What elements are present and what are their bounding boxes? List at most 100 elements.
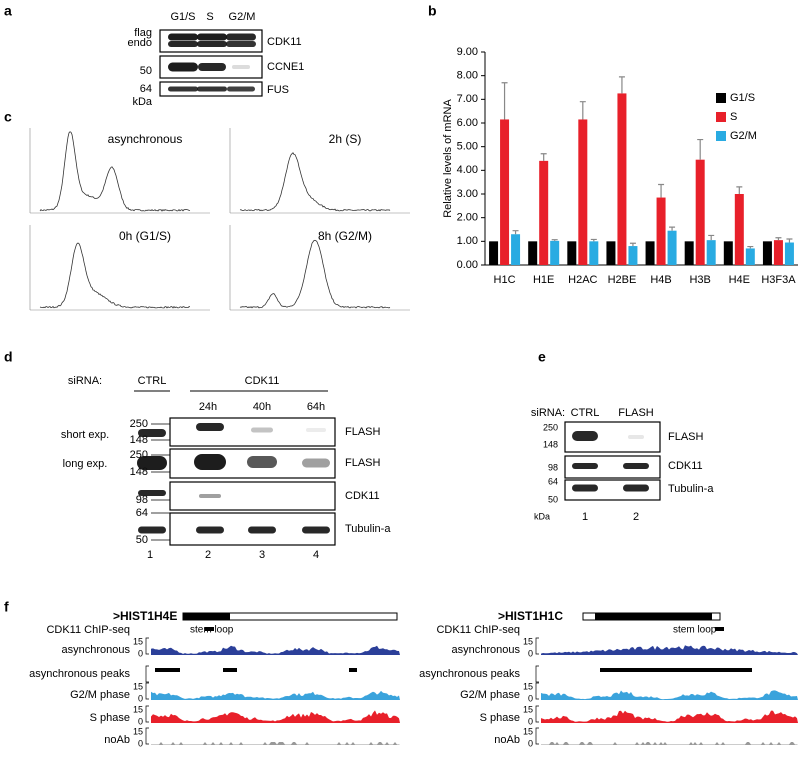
error-bar	[629, 242, 636, 247]
label: FUS	[267, 84, 289, 96]
y-tick-label: 5.00	[457, 141, 478, 153]
label: 50	[140, 65, 152, 77]
bracket	[145, 665, 149, 683]
error-bar	[786, 238, 793, 243]
y-tick-label: 4.00	[457, 164, 478, 176]
label: endo	[128, 37, 152, 49]
coverage	[541, 645, 798, 655]
label: f	[4, 599, 9, 615]
bracket	[145, 637, 149, 655]
label: 0	[528, 716, 533, 726]
label: CDK11	[245, 375, 280, 387]
bar	[528, 241, 538, 265]
error-bar	[669, 226, 676, 231]
label: 15	[523, 704, 533, 714]
error-bar	[590, 238, 597, 242]
y-tick-label: 0.00	[457, 259, 478, 271]
label: 50	[548, 494, 558, 504]
legend-label: G2/M	[730, 130, 757, 142]
bar	[706, 240, 716, 265]
bracket	[145, 682, 149, 700]
label: 15	[133, 704, 143, 714]
label: d	[4, 349, 13, 365]
y-tick-label: 2.00	[457, 212, 478, 224]
label: CDK11 ChIP-seq	[436, 624, 520, 636]
label: CDK11 ChIP-seq	[46, 624, 130, 636]
label: 15	[133, 726, 143, 736]
peak	[600, 668, 752, 672]
label: 15	[523, 681, 533, 691]
band	[168, 62, 198, 72]
coverage	[541, 710, 798, 723]
label: >HIST1H4E	[113, 609, 177, 623]
label: CDK11	[345, 490, 380, 502]
x-tick-label: H4E	[729, 274, 750, 286]
label: G2/M	[229, 11, 256, 23]
band	[137, 456, 167, 470]
label: asynchronous peaks	[29, 668, 130, 680]
band	[306, 428, 326, 432]
label: 15	[523, 636, 533, 646]
label: 1	[582, 511, 588, 523]
label: S	[206, 11, 213, 23]
label: G2/M phase	[460, 689, 520, 701]
band	[232, 65, 250, 69]
bar	[550, 240, 560, 265]
label: S phase	[480, 712, 520, 724]
x-tick-label: H1C	[494, 274, 516, 286]
label: Tubulin-a	[345, 523, 391, 535]
label: 24h	[199, 401, 217, 413]
label: 2	[205, 549, 211, 561]
histogram	[239, 152, 391, 212]
label: long exp.	[63, 458, 108, 470]
bracket	[535, 637, 539, 655]
histogram	[39, 131, 191, 212]
bracket	[145, 727, 149, 745]
bar	[745, 248, 755, 265]
label: asynchronous	[452, 644, 521, 656]
x-tick-label: H3F3A	[761, 274, 796, 286]
band	[572, 463, 598, 469]
label: e	[538, 349, 546, 365]
coverage	[151, 710, 400, 723]
histogram	[39, 242, 190, 309]
label: 15	[523, 726, 533, 736]
label: 2	[633, 511, 639, 523]
error-bar	[658, 183, 665, 198]
label: asynchronous	[62, 644, 131, 656]
band	[138, 429, 166, 437]
label: 0	[528, 648, 533, 658]
label: asynchronous peaks	[419, 668, 520, 680]
band	[226, 33, 256, 41]
label: FLASH	[618, 407, 654, 419]
label: siRNA:	[68, 375, 102, 387]
blot	[169, 417, 336, 447]
label: kDa	[534, 511, 550, 521]
band	[197, 86, 227, 92]
label: 64	[140, 83, 152, 95]
coverage	[151, 645, 400, 655]
y-tick-label: 6.00	[457, 117, 478, 129]
band	[302, 526, 330, 534]
coverage	[541, 742, 798, 745]
band	[572, 431, 598, 441]
band	[199, 494, 221, 498]
coverage	[151, 690, 400, 700]
label: 148	[543, 439, 558, 449]
label: CCNE1	[267, 61, 304, 73]
bracket	[535, 705, 539, 723]
label: CTRL	[138, 375, 167, 387]
label: 98	[136, 494, 148, 506]
label: 40h	[253, 401, 271, 413]
x-tick-label: H2BE	[608, 274, 637, 286]
peak	[155, 668, 180, 672]
bar	[784, 242, 794, 265]
error-bar	[501, 82, 508, 120]
legend-swatch	[716, 131, 726, 141]
bar	[773, 240, 783, 265]
bar	[500, 119, 510, 265]
y-tick-label: 9.00	[457, 46, 478, 58]
label: 0	[138, 693, 143, 703]
legend-label: G1/S	[730, 92, 755, 104]
